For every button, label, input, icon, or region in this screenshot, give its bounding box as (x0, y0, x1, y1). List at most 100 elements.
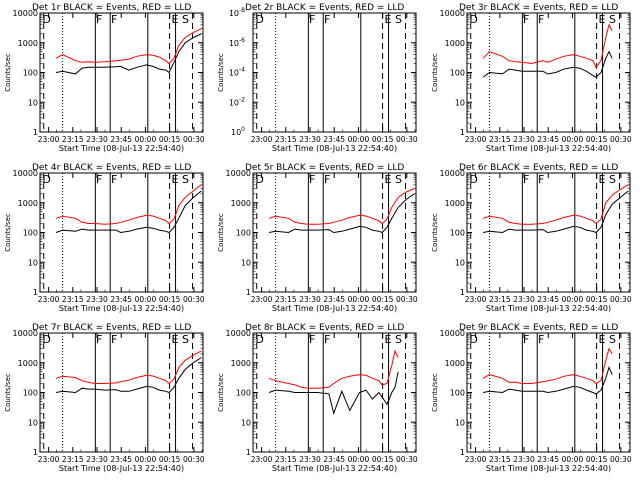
x-tick-label: 00:00 (562, 295, 584, 304)
y-tick-label: 1000 (18, 359, 38, 368)
marker-letter: E (599, 333, 606, 346)
y-tick-label: 1000 (18, 199, 38, 208)
y-tick-label: 1 (33, 448, 38, 457)
series-lld (55, 184, 202, 225)
x-tick-label: 00:15 (586, 295, 608, 304)
x-tick-label: 23:45 (323, 455, 345, 464)
y-tick-label: 100 (231, 126, 245, 137)
marker-letter: D (469, 173, 477, 186)
y-tick-exponent: -8 (239, 7, 245, 14)
x-axis-label: Start Time (08-Jul-13 22:54:40) (272, 464, 397, 473)
x-tick-label: 23:15 (489, 455, 511, 464)
x-tick-label: 00:00 (348, 135, 370, 144)
series-events (483, 365, 613, 395)
y-tick-label: 10000 (13, 9, 38, 18)
plot-4: Det 4r BLACK = Events, RED = LLD 1 10 100 10… (4, 163, 205, 313)
plot-title: Det 4r BLACK = Events, RED = LLD (32, 163, 191, 173)
x-tick-label: 23:00 (251, 455, 273, 464)
x-tick-label: 00:15 (372, 455, 394, 464)
y-tick-label: 1 (33, 128, 38, 137)
x-tick-label: 23:00 (465, 455, 487, 464)
y-tick-label: 10 (455, 418, 465, 427)
y-tick-label: 10 (28, 258, 38, 267)
y-tick-label: 1 (460, 448, 465, 457)
y-tick-exponent: -4 (239, 67, 245, 74)
series-lld (55, 350, 202, 385)
marker-letter: S (182, 333, 189, 346)
x-tick-label: 23:00 (38, 135, 60, 144)
marker-letter: E (172, 333, 179, 346)
y-axis-label: Counts/sec (217, 373, 225, 412)
y-tick-label: 100 (450, 69, 465, 78)
marker-letter: E (385, 13, 392, 26)
x-tick-label: 00:15 (159, 455, 181, 464)
y-tick-label: 1 (246, 448, 251, 457)
marker-letter: E (599, 173, 606, 186)
marker-letter: D (42, 173, 50, 186)
x-tick-label: 00:00 (348, 295, 370, 304)
y-tick-label: 10-4 (229, 67, 245, 78)
plot-title: Det 8r BLACK = Events, RED = LLD (245, 323, 404, 333)
marker-letter: S (182, 173, 189, 186)
x-axis-label: Start Time (08-Jul-13 22:54:40) (486, 144, 611, 153)
x-tick-label: 23:30 (299, 295, 321, 304)
plot-6: Det 6r BLACK = Events, RED = LLD 1 10 100 10… (431, 163, 632, 313)
y-tick-label: 100 (23, 229, 38, 238)
x-tick-label: 23:45 (537, 135, 559, 144)
y-tick-label: 10000 (13, 169, 38, 178)
marker-letter: D (469, 333, 477, 346)
marker-letter: F (111, 173, 117, 186)
x-tick-label: 00:00 (562, 455, 584, 464)
x-tick-label: 23:30 (513, 455, 535, 464)
marker-letter: S (609, 173, 616, 186)
plot-9: Det 9r BLACK = Events, RED = LLD 1 10 100 10… (431, 323, 632, 473)
x-tick-label: 23:30 (86, 135, 108, 144)
y-tick-label: 100 (23, 69, 38, 78)
marker-letter: E (172, 173, 179, 186)
y-tick-label: 1 (460, 288, 465, 297)
plot-3: Det 3r BLACK = Events, RED = LLD 1 10 100 10… (431, 3, 632, 153)
marker-letter: F (523, 13, 529, 26)
x-tick-label: 23:45 (110, 295, 132, 304)
marker-letter: F (111, 333, 117, 346)
x-tick-label: 23:00 (465, 135, 487, 144)
y-tick-label: 100 (23, 389, 38, 398)
x-tick-label: 23:00 (465, 295, 487, 304)
x-tick-label: 23:15 (489, 295, 511, 304)
y-axis-label: Counts/sec (217, 53, 225, 92)
marker-letter: S (395, 333, 402, 346)
x-tick-label: 23:45 (323, 295, 345, 304)
x-axis-label: Start Time (08-Jul-13 22:54:40) (59, 144, 184, 153)
x-tick-label: 00:15 (372, 295, 394, 304)
plot-5: Det 5r BLACK = Events, RED = LLD 1 10 100 10… (217, 163, 418, 313)
marker-letter: F (538, 173, 544, 186)
y-tick-label: 100 (450, 389, 465, 398)
marker-letter: F (523, 333, 529, 346)
plot-title: Det 1r BLACK = Events, RED = LLD (32, 3, 191, 13)
y-tick-label: 10 (241, 258, 251, 267)
y-tick-label: 1000 (231, 199, 251, 208)
series-events (483, 190, 629, 234)
series-events (482, 50, 613, 78)
marker-letter: F (96, 333, 102, 346)
x-tick-label: 00:00 (348, 455, 370, 464)
y-tick-exponent: 0 (241, 126, 245, 133)
y-tick-label: 1 (33, 288, 38, 297)
x-tick-label: 23:30 (299, 135, 321, 144)
series-lld (482, 23, 613, 69)
x-tick-label: 00:00 (562, 135, 584, 144)
marker-letter: E (599, 13, 606, 26)
y-tick-label: 10000 (226, 169, 251, 178)
x-tick-label: 00:30 (610, 295, 632, 304)
y-tick-label: 10 (28, 418, 38, 427)
x-tick-label: 00:00 (135, 135, 157, 144)
x-axis-label: Start Time (08-Jul-13 22:54:40) (486, 304, 611, 313)
x-tick-label: 23:15 (275, 455, 297, 464)
y-tick-label: 10-2 (229, 96, 245, 107)
marker-letter: S (609, 13, 616, 26)
marker-letter: F (324, 13, 330, 26)
marker-letter: D (42, 333, 50, 346)
y-tick-label: 10-8 (229, 7, 245, 18)
x-tick-label: 23:45 (110, 135, 132, 144)
